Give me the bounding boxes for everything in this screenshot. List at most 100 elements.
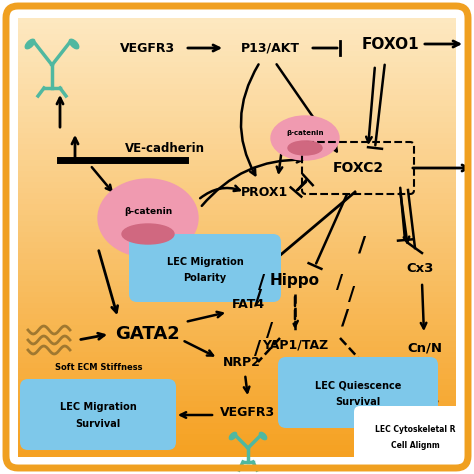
Bar — [18, 210, 456, 216]
Bar — [18, 204, 456, 210]
Text: β-catenin: β-catenin — [124, 208, 172, 217]
Bar — [18, 155, 456, 161]
Bar — [18, 363, 456, 369]
Bar — [18, 259, 456, 265]
Bar — [18, 199, 456, 205]
Bar — [18, 248, 456, 255]
Bar — [18, 18, 456, 25]
Bar — [18, 73, 456, 79]
Text: VE-cadherin: VE-cadherin — [125, 142, 205, 155]
Bar — [18, 231, 456, 238]
Bar — [18, 264, 456, 271]
Ellipse shape — [122, 224, 174, 244]
Text: YAP1/TAZ: YAP1/TAZ — [262, 338, 328, 352]
Bar — [18, 144, 456, 150]
Bar — [18, 368, 456, 375]
Ellipse shape — [271, 116, 339, 160]
Ellipse shape — [69, 39, 79, 49]
Text: /: / — [337, 273, 344, 292]
Bar — [18, 418, 456, 424]
Bar — [18, 281, 456, 287]
Text: Cx3: Cx3 — [406, 262, 434, 274]
Bar — [18, 319, 456, 326]
Bar — [18, 35, 456, 41]
Text: /: / — [255, 338, 262, 357]
Text: Cn/N: Cn/N — [408, 341, 443, 355]
Bar — [18, 78, 456, 85]
Text: /: / — [348, 285, 356, 304]
Bar — [18, 254, 456, 260]
Bar — [18, 379, 456, 386]
Text: /: / — [254, 288, 262, 308]
Text: Hippo: Hippo — [270, 273, 320, 288]
Bar — [18, 95, 456, 101]
Bar — [18, 111, 456, 118]
FancyBboxPatch shape — [354, 406, 474, 468]
Text: LEC Cytoskeletal R: LEC Cytoskeletal R — [375, 426, 455, 435]
Text: PROX1: PROX1 — [241, 185, 289, 199]
Ellipse shape — [229, 432, 237, 440]
Bar — [18, 412, 456, 419]
Ellipse shape — [98, 179, 198, 257]
Bar — [18, 390, 456, 397]
Bar — [18, 177, 456, 183]
Text: LEC Migration: LEC Migration — [60, 402, 137, 412]
Text: β-catenin: β-catenin — [286, 130, 324, 136]
Bar — [18, 84, 456, 90]
Bar — [18, 357, 456, 364]
Bar — [18, 445, 456, 452]
Text: FOXC2: FOXC2 — [332, 161, 383, 175]
Bar — [18, 352, 456, 358]
Bar — [18, 117, 456, 123]
Text: Survival: Survival — [336, 397, 381, 407]
Bar — [18, 428, 456, 435]
Ellipse shape — [25, 39, 35, 49]
Bar — [18, 193, 456, 200]
Bar — [18, 275, 456, 282]
Bar — [18, 270, 456, 276]
Text: Survival: Survival — [75, 419, 120, 429]
Text: /: / — [358, 235, 366, 255]
Bar — [18, 226, 456, 233]
Text: Polarity: Polarity — [183, 273, 227, 283]
Ellipse shape — [259, 432, 267, 440]
Bar — [18, 62, 456, 68]
Bar — [18, 100, 456, 107]
Bar — [18, 374, 456, 380]
Bar — [18, 434, 456, 440]
Bar — [18, 67, 456, 74]
FancyBboxPatch shape — [129, 234, 281, 302]
Bar — [18, 215, 456, 221]
Bar — [18, 330, 456, 337]
Bar — [18, 401, 456, 408]
Bar — [18, 407, 456, 413]
Bar — [18, 166, 456, 173]
Bar — [18, 122, 456, 128]
Bar — [18, 297, 456, 304]
Bar — [18, 133, 456, 139]
Bar — [18, 286, 456, 293]
Bar — [18, 439, 456, 446]
Bar — [18, 243, 456, 249]
Text: LEC Migration: LEC Migration — [167, 257, 243, 267]
Bar — [18, 51, 456, 57]
Bar — [18, 188, 456, 194]
Text: FOXO1: FOXO1 — [361, 36, 419, 52]
Bar — [18, 336, 456, 342]
Text: FAT4: FAT4 — [231, 299, 264, 311]
Bar — [18, 46, 456, 52]
Bar — [18, 182, 456, 189]
Bar — [18, 106, 456, 112]
FancyBboxPatch shape — [278, 357, 438, 428]
Bar — [18, 450, 456, 457]
Text: /: / — [341, 308, 349, 328]
Text: VEGFR3: VEGFR3 — [120, 42, 175, 55]
Bar — [18, 423, 456, 429]
Bar — [18, 237, 456, 244]
Bar — [18, 24, 456, 30]
Bar — [18, 29, 456, 36]
Bar — [18, 128, 456, 134]
Bar — [18, 385, 456, 392]
Bar — [18, 396, 456, 402]
Bar — [18, 171, 456, 178]
